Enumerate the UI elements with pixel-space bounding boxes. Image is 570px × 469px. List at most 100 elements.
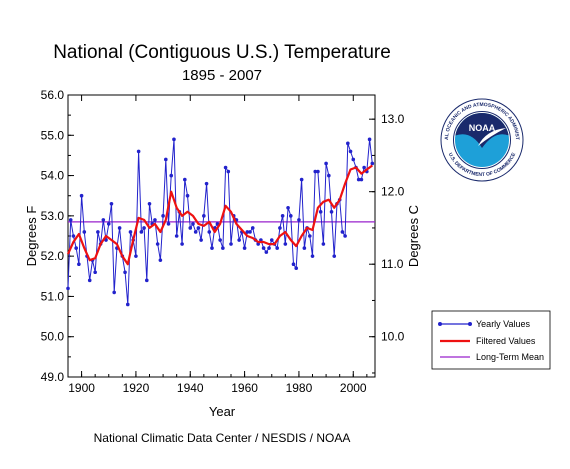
y-tick-label-left: 51.0 — [41, 289, 65, 303]
legend-label-mean: Long-Term Mean — [476, 352, 544, 362]
yearly-value-point — [125, 302, 130, 307]
yearly-value-point — [164, 157, 168, 162]
yearly-value-point — [242, 246, 247, 250]
yearly-value-point — [327, 173, 331, 178]
yearly-value-point — [229, 242, 233, 246]
yearly-value-point — [199, 238, 203, 242]
yearly-value-point — [324, 161, 328, 166]
yearly-value-point — [193, 230, 198, 234]
y-tick-label-right: 10.0 — [381, 330, 405, 344]
yearly-value-point — [218, 238, 222, 242]
yearly-value-point — [96, 230, 100, 234]
yearly-value-point — [161, 214, 165, 218]
plot-area: 49.0 50.0 51.0 52.0 53.0 54.0 55.0 56.0 10.0 11.0… — [41, 88, 405, 395]
yearly-value-point — [269, 238, 274, 242]
yearly-value-point — [367, 137, 372, 142]
yearly-value-point — [313, 169, 318, 174]
yearly-value-point — [155, 242, 160, 246]
y-tick-label-left: 54.0 — [41, 169, 65, 183]
yearly-value-point — [191, 222, 195, 226]
yearly-value-point — [310, 254, 315, 258]
legend: Yearly Values Filtered Values Long-Term … — [431, 310, 551, 370]
yearly-value-point — [297, 218, 301, 222]
yearly-value-point — [134, 254, 138, 258]
yearly-value-point — [370, 161, 375, 166]
x-tick-label: 1940 — [177, 381, 204, 395]
yearly-value-point — [348, 149, 353, 154]
yearly-value-point — [183, 177, 187, 182]
y-tick-label-left: 56.0 — [41, 88, 65, 102]
yearly-value-point — [250, 226, 255, 230]
yearly-value-point — [248, 230, 252, 234]
yearly-value-point — [226, 169, 231, 174]
yearly-value-point — [166, 222, 171, 226]
yearly-value-point — [185, 193, 190, 198]
yearly-value-point — [302, 246, 307, 250]
yearly-value-point — [280, 214, 285, 218]
yearly-value-point — [288, 214, 293, 218]
yearly-value-point — [169, 173, 174, 178]
y-tick-label-right: 13.0 — [381, 112, 405, 126]
yearly-value-point — [66, 286, 70, 291]
yearly-value-point — [153, 218, 157, 222]
yearly-value-point — [174, 234, 179, 238]
yearly-value-point — [318, 210, 323, 214]
yearly-value-point — [223, 165, 228, 170]
yearly-value-point — [307, 234, 312, 238]
credit-line: National Climatic Data Center / NESDIS /… — [94, 431, 351, 445]
yearly-value-point — [79, 193, 84, 198]
yearly-value-point — [299, 177, 304, 182]
yearly-value-point — [144, 278, 149, 283]
legend-label-filtered: Filtered Values — [476, 336, 536, 346]
yearly-value-point — [106, 222, 111, 226]
yearly-value-point — [109, 201, 114, 206]
legend-item-yearly: Yearly Values — [438, 319, 531, 329]
yearly-value-point — [278, 226, 282, 230]
yearly-value-point — [294, 266, 299, 271]
yearly-value-point — [142, 226, 146, 230]
yearly-value-point — [128, 230, 133, 234]
yearly-value-point — [329, 210, 334, 214]
yearly-value-point — [82, 230, 87, 234]
y-tick-label-left: 50.0 — [41, 330, 65, 344]
yearly-value-point — [147, 201, 152, 206]
yearly-value-point — [267, 246, 271, 250]
yearly-value-point — [332, 254, 337, 258]
yearly-value-point — [68, 218, 73, 222]
yearly-value-point — [188, 226, 193, 230]
yearly-value-point — [221, 246, 225, 250]
yearly-value-point — [291, 262, 296, 267]
yearly-value-point — [362, 165, 366, 170]
yearly-value-point — [245, 230, 250, 234]
y-tick-label-left: 49.0 — [41, 370, 65, 384]
yearly-value-point — [261, 246, 266, 250]
y-axis-label-right: Degrees C — [406, 205, 421, 267]
chart-subtitle: 1895 - 2007 — [182, 67, 262, 84]
yearly-value-point — [74, 246, 78, 250]
yearly-value-point — [117, 226, 122, 230]
yearly-value-point — [93, 270, 97, 275]
yearly-value-point — [256, 242, 260, 246]
x-tick-label: 1900 — [68, 381, 95, 395]
plot-frame — [67, 94, 376, 378]
yearly-value-point — [101, 218, 106, 222]
chart-title: National (Contiguous U.S.) Temperature — [53, 42, 391, 63]
y-tick-label-right: 11.0 — [381, 257, 404, 271]
yearly-value-point — [275, 246, 279, 250]
yearly-value-point — [71, 234, 76, 238]
yearly-value-point — [346, 141, 350, 146]
legend-yearly-marker-icon — [468, 322, 472, 326]
yearly-value-point — [139, 230, 144, 234]
legend-yearly-marker-icon — [438, 322, 442, 326]
yearly-value-point — [77, 262, 81, 267]
yearly-value-point — [340, 230, 345, 234]
yearly-value-point — [158, 258, 163, 262]
legend-item-mean: Long-Term Mean — [440, 352, 544, 362]
yearly-value-point — [112, 290, 116, 295]
yearly-value-point — [196, 226, 201, 230]
yearly-value-point — [207, 230, 212, 234]
y-tick-label-left: 52.0 — [41, 249, 65, 263]
yearly-value-point — [202, 214, 206, 218]
legend-label-yearly: Yearly Values — [476, 319, 531, 329]
